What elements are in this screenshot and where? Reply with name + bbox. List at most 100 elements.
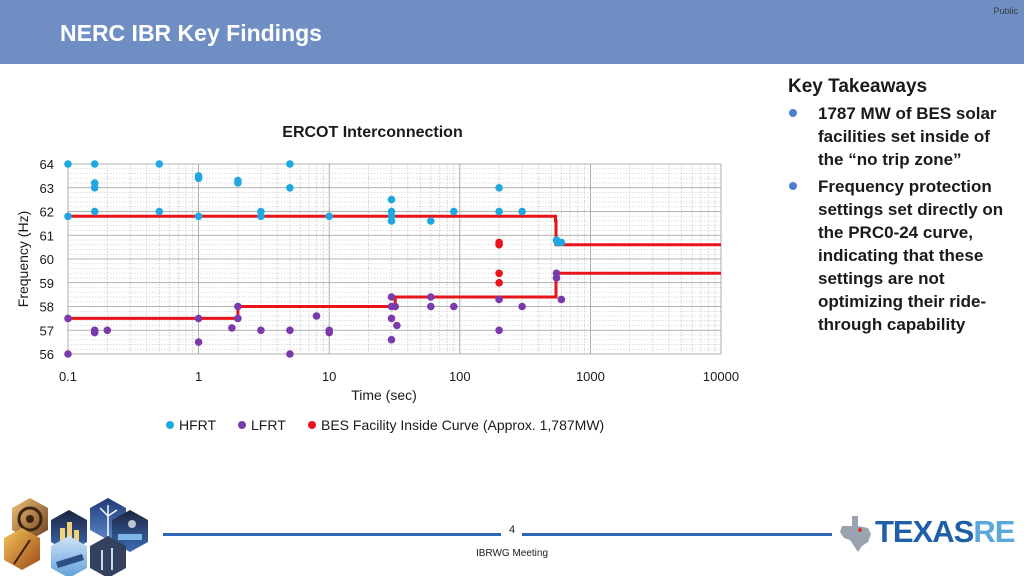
hfrt-point bbox=[64, 160, 72, 168]
y-tick-label: 59 bbox=[40, 276, 54, 291]
solar-panel-tile-icon bbox=[51, 536, 87, 576]
legend-label: BES Facility Inside Curve (Approx. 1,787… bbox=[321, 417, 604, 433]
y-tick-label: 64 bbox=[40, 157, 54, 172]
logo-text: TEXASRE bbox=[875, 514, 1015, 550]
lfrt-point bbox=[194, 338, 203, 346]
lfrt-point bbox=[495, 326, 503, 335]
footer-photo-tiles bbox=[4, 498, 148, 576]
y-axis-label: Frequency (Hz) bbox=[15, 211, 31, 307]
key-takeaways-panel: Key Takeaways 1787 MW of BES solar facil… bbox=[788, 76, 1018, 340]
hfrt-point bbox=[155, 160, 164, 168]
hfrt-point bbox=[450, 207, 458, 216]
lfrt-point bbox=[234, 314, 242, 323]
footer-divider-right bbox=[522, 533, 832, 536]
bullet-icon bbox=[789, 182, 797, 190]
x-tick-label: 10 bbox=[322, 369, 336, 384]
header-bar: NERC IBR Key Findings Public bbox=[0, 0, 1024, 64]
lfrt-point bbox=[391, 302, 400, 311]
meeting-label: IBRWG Meeting bbox=[475, 548, 549, 559]
takeaways-heading: Key Takeaways bbox=[788, 76, 928, 97]
hfrt-point bbox=[90, 207, 99, 216]
refinery-tile-icon bbox=[90, 536, 126, 576]
hfrt-point bbox=[495, 184, 503, 192]
x-tick-label: 10000 bbox=[703, 369, 739, 384]
lfrt-point bbox=[427, 293, 435, 301]
lfrt-point bbox=[387, 335, 396, 344]
x-tick-label: 1 bbox=[195, 369, 202, 384]
texas-re-logo: TEXASRE bbox=[838, 512, 1018, 552]
y-tick-label: 63 bbox=[40, 181, 54, 196]
lfrt-point bbox=[234, 302, 242, 311]
legend-label: HFRT bbox=[179, 417, 217, 433]
hfrt-point bbox=[90, 160, 99, 168]
hfrt-point bbox=[64, 212, 72, 221]
takeaway-item: Frequency protection settings set direct… bbox=[788, 175, 1018, 336]
lfrt-point bbox=[286, 326, 294, 335]
logo-accent: RE bbox=[973, 514, 1015, 549]
lfrt-point bbox=[552, 274, 561, 282]
x-tick-label: 100 bbox=[449, 369, 471, 384]
texas-map-icon bbox=[840, 516, 871, 552]
hfrt-point bbox=[155, 207, 164, 216]
hfrt-point bbox=[387, 217, 396, 225]
inside-curve-point bbox=[495, 269, 503, 278]
legend-marker bbox=[166, 421, 174, 429]
footer-divider-left bbox=[163, 533, 501, 536]
lfrt-point bbox=[557, 295, 566, 304]
legend-marker bbox=[308, 421, 316, 429]
lfrt-point bbox=[257, 326, 265, 335]
hfrt-point bbox=[286, 160, 294, 168]
bullet-icon bbox=[789, 109, 797, 117]
y-tick-label: 56 bbox=[40, 347, 54, 362]
lfrt-point bbox=[495, 295, 503, 304]
page-title: NERC IBR Key Findings bbox=[60, 20, 322, 46]
logo-main: TEXAS bbox=[875, 514, 974, 549]
lfrt-point bbox=[518, 302, 526, 311]
sunset-tile-icon bbox=[4, 528, 40, 570]
hfrt-point bbox=[194, 212, 203, 221]
lfrt-point bbox=[387, 293, 396, 301]
legend-marker bbox=[238, 421, 246, 429]
classification-label: Public bbox=[993, 6, 1018, 16]
takeaway-text: 1787 MW of BES solar facilities set insi… bbox=[818, 104, 997, 169]
solar-tile-icon bbox=[112, 510, 148, 552]
hfrt-point bbox=[325, 212, 334, 221]
y-tick-label: 58 bbox=[40, 300, 54, 315]
lfrt-point bbox=[64, 314, 72, 323]
lfrt-point bbox=[427, 302, 435, 311]
chart-title: ERCOT Interconnection bbox=[282, 124, 462, 141]
hfrt-point bbox=[427, 217, 435, 225]
lfrt-point bbox=[312, 312, 321, 320]
lfrt-point bbox=[64, 350, 72, 358]
legend-label: LFRT bbox=[251, 417, 286, 433]
x-axis-label: Time (sec) bbox=[351, 387, 417, 403]
lfrt-point bbox=[393, 321, 401, 330]
inside-curve-point bbox=[495, 279, 503, 287]
y-tick-label: 61 bbox=[40, 228, 54, 243]
takeaway-text: Frequency protection settings set direct… bbox=[818, 177, 1004, 334]
y-tick-label: 62 bbox=[40, 205, 54, 220]
x-tick-label: 0.1 bbox=[59, 369, 77, 384]
lfrt-point bbox=[90, 328, 99, 337]
lfrt-point bbox=[103, 326, 112, 335]
page-number: 4 bbox=[508, 524, 516, 536]
prc024-curve-line bbox=[68, 214, 721, 247]
lfrt-point bbox=[194, 314, 203, 323]
hfrt-point bbox=[518, 207, 526, 216]
hfrt-point bbox=[90, 184, 99, 192]
lfrt-point bbox=[387, 314, 396, 323]
hfrt-point bbox=[387, 195, 396, 204]
lfrt-point bbox=[286, 350, 294, 358]
hfrt-point bbox=[257, 212, 265, 221]
lfrt-point bbox=[325, 328, 334, 337]
hfrt-point bbox=[557, 238, 566, 247]
y-tick-label: 57 bbox=[40, 323, 54, 338]
x-tick-label: 1000 bbox=[576, 369, 605, 384]
lfrt-point bbox=[228, 324, 236, 332]
ercot-frequency-chart: ERCOT Interconnection 56 57 58 59 60 61 62 63 64 0… bbox=[15, 124, 739, 433]
hfrt-point bbox=[286, 184, 294, 192]
hfrt-point bbox=[234, 179, 242, 187]
inside-curve-point bbox=[495, 240, 503, 249]
takeaway-item: 1787 MW of BES solar facilities set insi… bbox=[788, 102, 1018, 171]
hfrt-point bbox=[495, 207, 503, 216]
